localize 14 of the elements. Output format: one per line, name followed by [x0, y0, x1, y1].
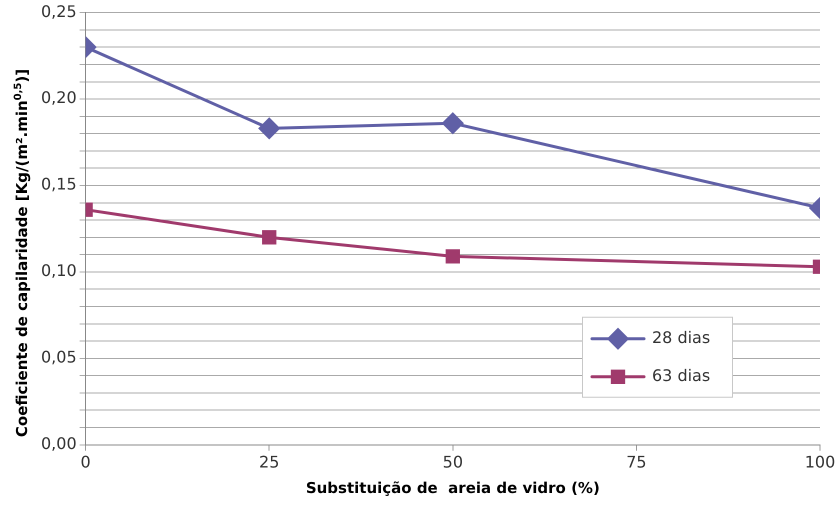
- y-tick-label: 0,05: [41, 348, 77, 367]
- x-axis-title: Substituição de areia de vidro (%): [306, 478, 600, 497]
- x-tick-label: 25: [259, 452, 280, 472]
- y-tick-label: 0,10: [41, 261, 77, 280]
- x-tick-label: 0: [80, 452, 91, 472]
- x-tick-label: 50: [442, 452, 463, 472]
- y-tick-label: 0,20: [41, 88, 77, 108]
- x-tick-label: 100: [804, 452, 836, 472]
- legend-label: 63 dias: [652, 366, 710, 385]
- legend-label: 28 dias: [652, 328, 710, 347]
- y-tick-label: 0,15: [41, 174, 77, 194]
- y-tick-label: 0,25: [41, 2, 77, 21]
- y-tick-label: 0,00: [41, 434, 77, 453]
- x-tick-label: 75: [626, 452, 647, 472]
